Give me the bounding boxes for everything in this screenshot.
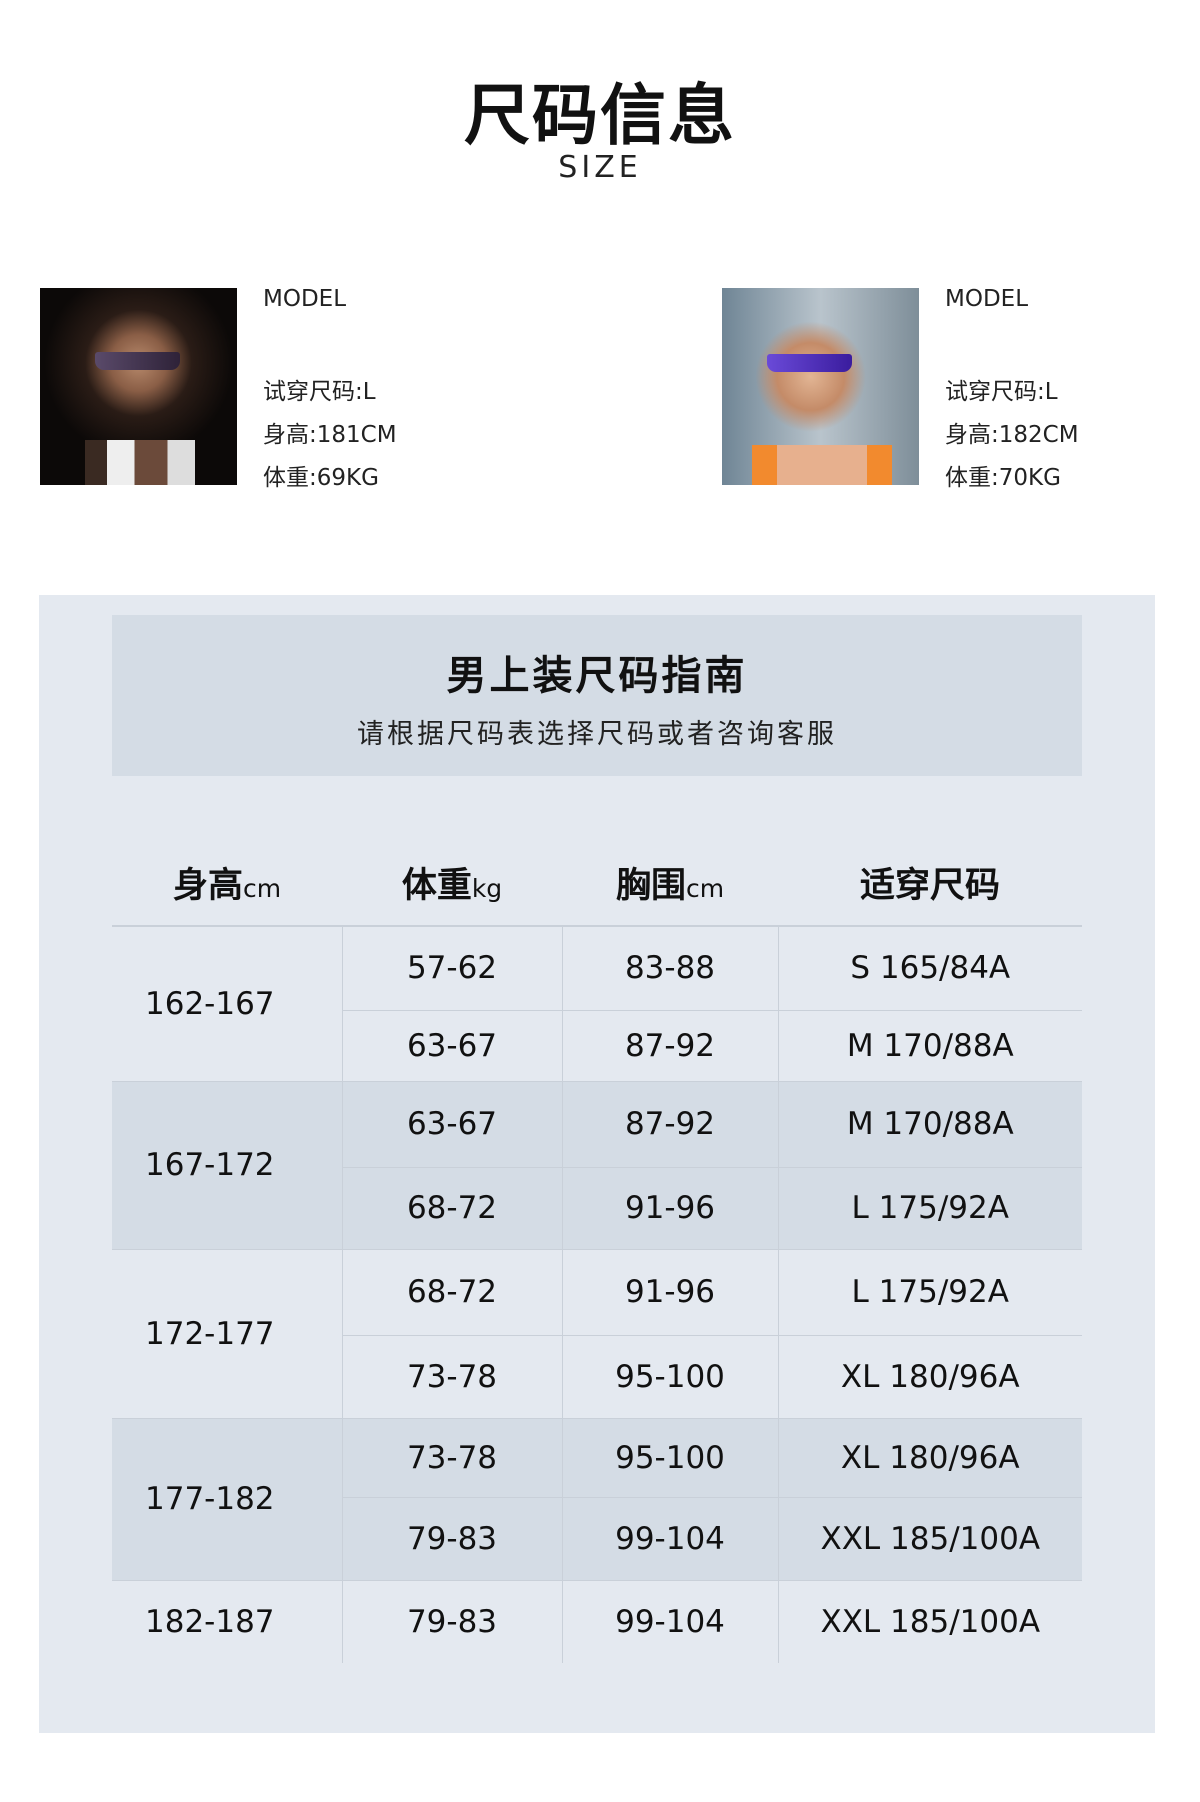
column-header: 胸围cm [562,840,778,927]
table-row: 162-167 57-62 83-88 S 165/84A [112,926,1082,1082]
model-height: 身高:182CM [945,422,1079,448]
column-unit: cm [242,874,282,903]
size-cell: L 175/92A [777,1249,1082,1336]
weight-cell: 73-78 [341,1418,562,1498]
model-size: 试穿尺码:L [945,379,1058,405]
column-label: 体重 [401,866,472,906]
weight-cell: 63-67 [341,1081,562,1168]
table-row: 172-177 68-72 91-96 L 175/92A [112,1249,1082,1419]
guide-subtitle: 请根据尺码表选择尺码或者咨询客服 [357,719,837,750]
column-label: 身高 [172,866,243,906]
column-label: 胸围 [615,866,686,906]
model-label: MODEL [945,286,1029,312]
page-subtitle: SIZE [558,150,642,185]
size-cell: XXL 185/100A [777,1580,1082,1663]
model-photo-2 [722,288,919,485]
weight-cell: 57-62 [341,926,562,1011]
sunglasses [95,352,180,370]
guide-title: 男上装尺码指南 [446,653,748,699]
chest-cell: 91-96 [561,1249,778,1336]
chest-cell: 83-88 [561,926,778,1011]
table-row: 68-72 91-96 L 175/92A [112,1167,1082,1250]
weight-cell: 63-67 [341,1010,562,1082]
weight-cell: 68-72 [341,1167,562,1250]
column-label: 适穿尺码 [859,866,1000,906]
height-range-cell: 162-167 [112,926,342,1082]
height-range-cell: 172-177 [112,1249,342,1419]
chest-cell: 87-92 [561,1081,778,1168]
table-row: 73-78 95-100 XL 180/96A [112,1335,1082,1419]
size-cell: XXL 185/100A [777,1497,1082,1581]
table-row: 63-67 87-92 M 170/88A [112,1010,1082,1082]
model-photo-1 [40,288,237,485]
size-cell: XL 180/96A [777,1335,1082,1419]
size-cell: XL 180/96A [777,1418,1082,1498]
weight-cell: 79-83 [341,1497,562,1581]
size-cell: S 165/84A [777,926,1082,1011]
chest-cell: 99-104 [561,1580,778,1663]
table-row: 79-83 99-104 XXL 185/100A [112,1497,1082,1581]
column-header: 适穿尺码 [778,840,1082,927]
size-cell: L 175/92A [777,1167,1082,1250]
chest-cell: 95-100 [561,1418,778,1498]
size-cell: M 170/88A [777,1010,1082,1082]
model-size: 试穿尺码:L [263,379,376,405]
tank-top [752,445,892,485]
weight-cell: 79-83 [341,1580,562,1663]
chest-cell: 99-104 [561,1497,778,1581]
model-label: MODEL [263,286,347,312]
table-row: 177-182 73-78 95-100 XL 180/96A [112,1418,1082,1581]
guide-header-box [112,615,1082,776]
weight-cell: 68-72 [341,1249,562,1336]
column-header: 身高cm [112,840,342,927]
model-weight: 体重:70KG [945,465,1061,491]
sunglasses [767,354,852,372]
tank-top [85,440,195,485]
chest-cell: 95-100 [561,1335,778,1419]
size-table: 身高cm 体重kg 胸围cm 适穿尺码 162-167 57-62 83-88 S 165/… [112,840,1082,1663]
page-title: 尺码信息 [464,77,736,154]
chest-cell: 91-96 [561,1167,778,1250]
table-row: 167-172 63-67 87-92 M 170/88A [112,1081,1082,1250]
chest-cell: 87-92 [561,1010,778,1082]
height-range-cell: 167-172 [112,1081,342,1250]
size-cell: M 170/88A [777,1081,1082,1168]
column-unit: kg [471,874,503,903]
column-unit: cm [685,874,725,903]
column-header: 体重kg [342,840,562,927]
model-height: 身高:181CM [263,422,397,448]
model-weight: 体重:69KG [263,465,379,491]
height-range-cell: 177-182 [112,1418,342,1581]
table-row: 182-187 79-83 99-104 XXL 185/100A [112,1580,1082,1663]
weight-cell: 73-78 [341,1335,562,1419]
height-range-cell: 182-187 [145,1603,275,1640]
